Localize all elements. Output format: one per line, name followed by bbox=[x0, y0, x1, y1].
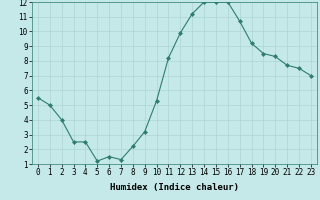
X-axis label: Humidex (Indice chaleur): Humidex (Indice chaleur) bbox=[110, 183, 239, 192]
